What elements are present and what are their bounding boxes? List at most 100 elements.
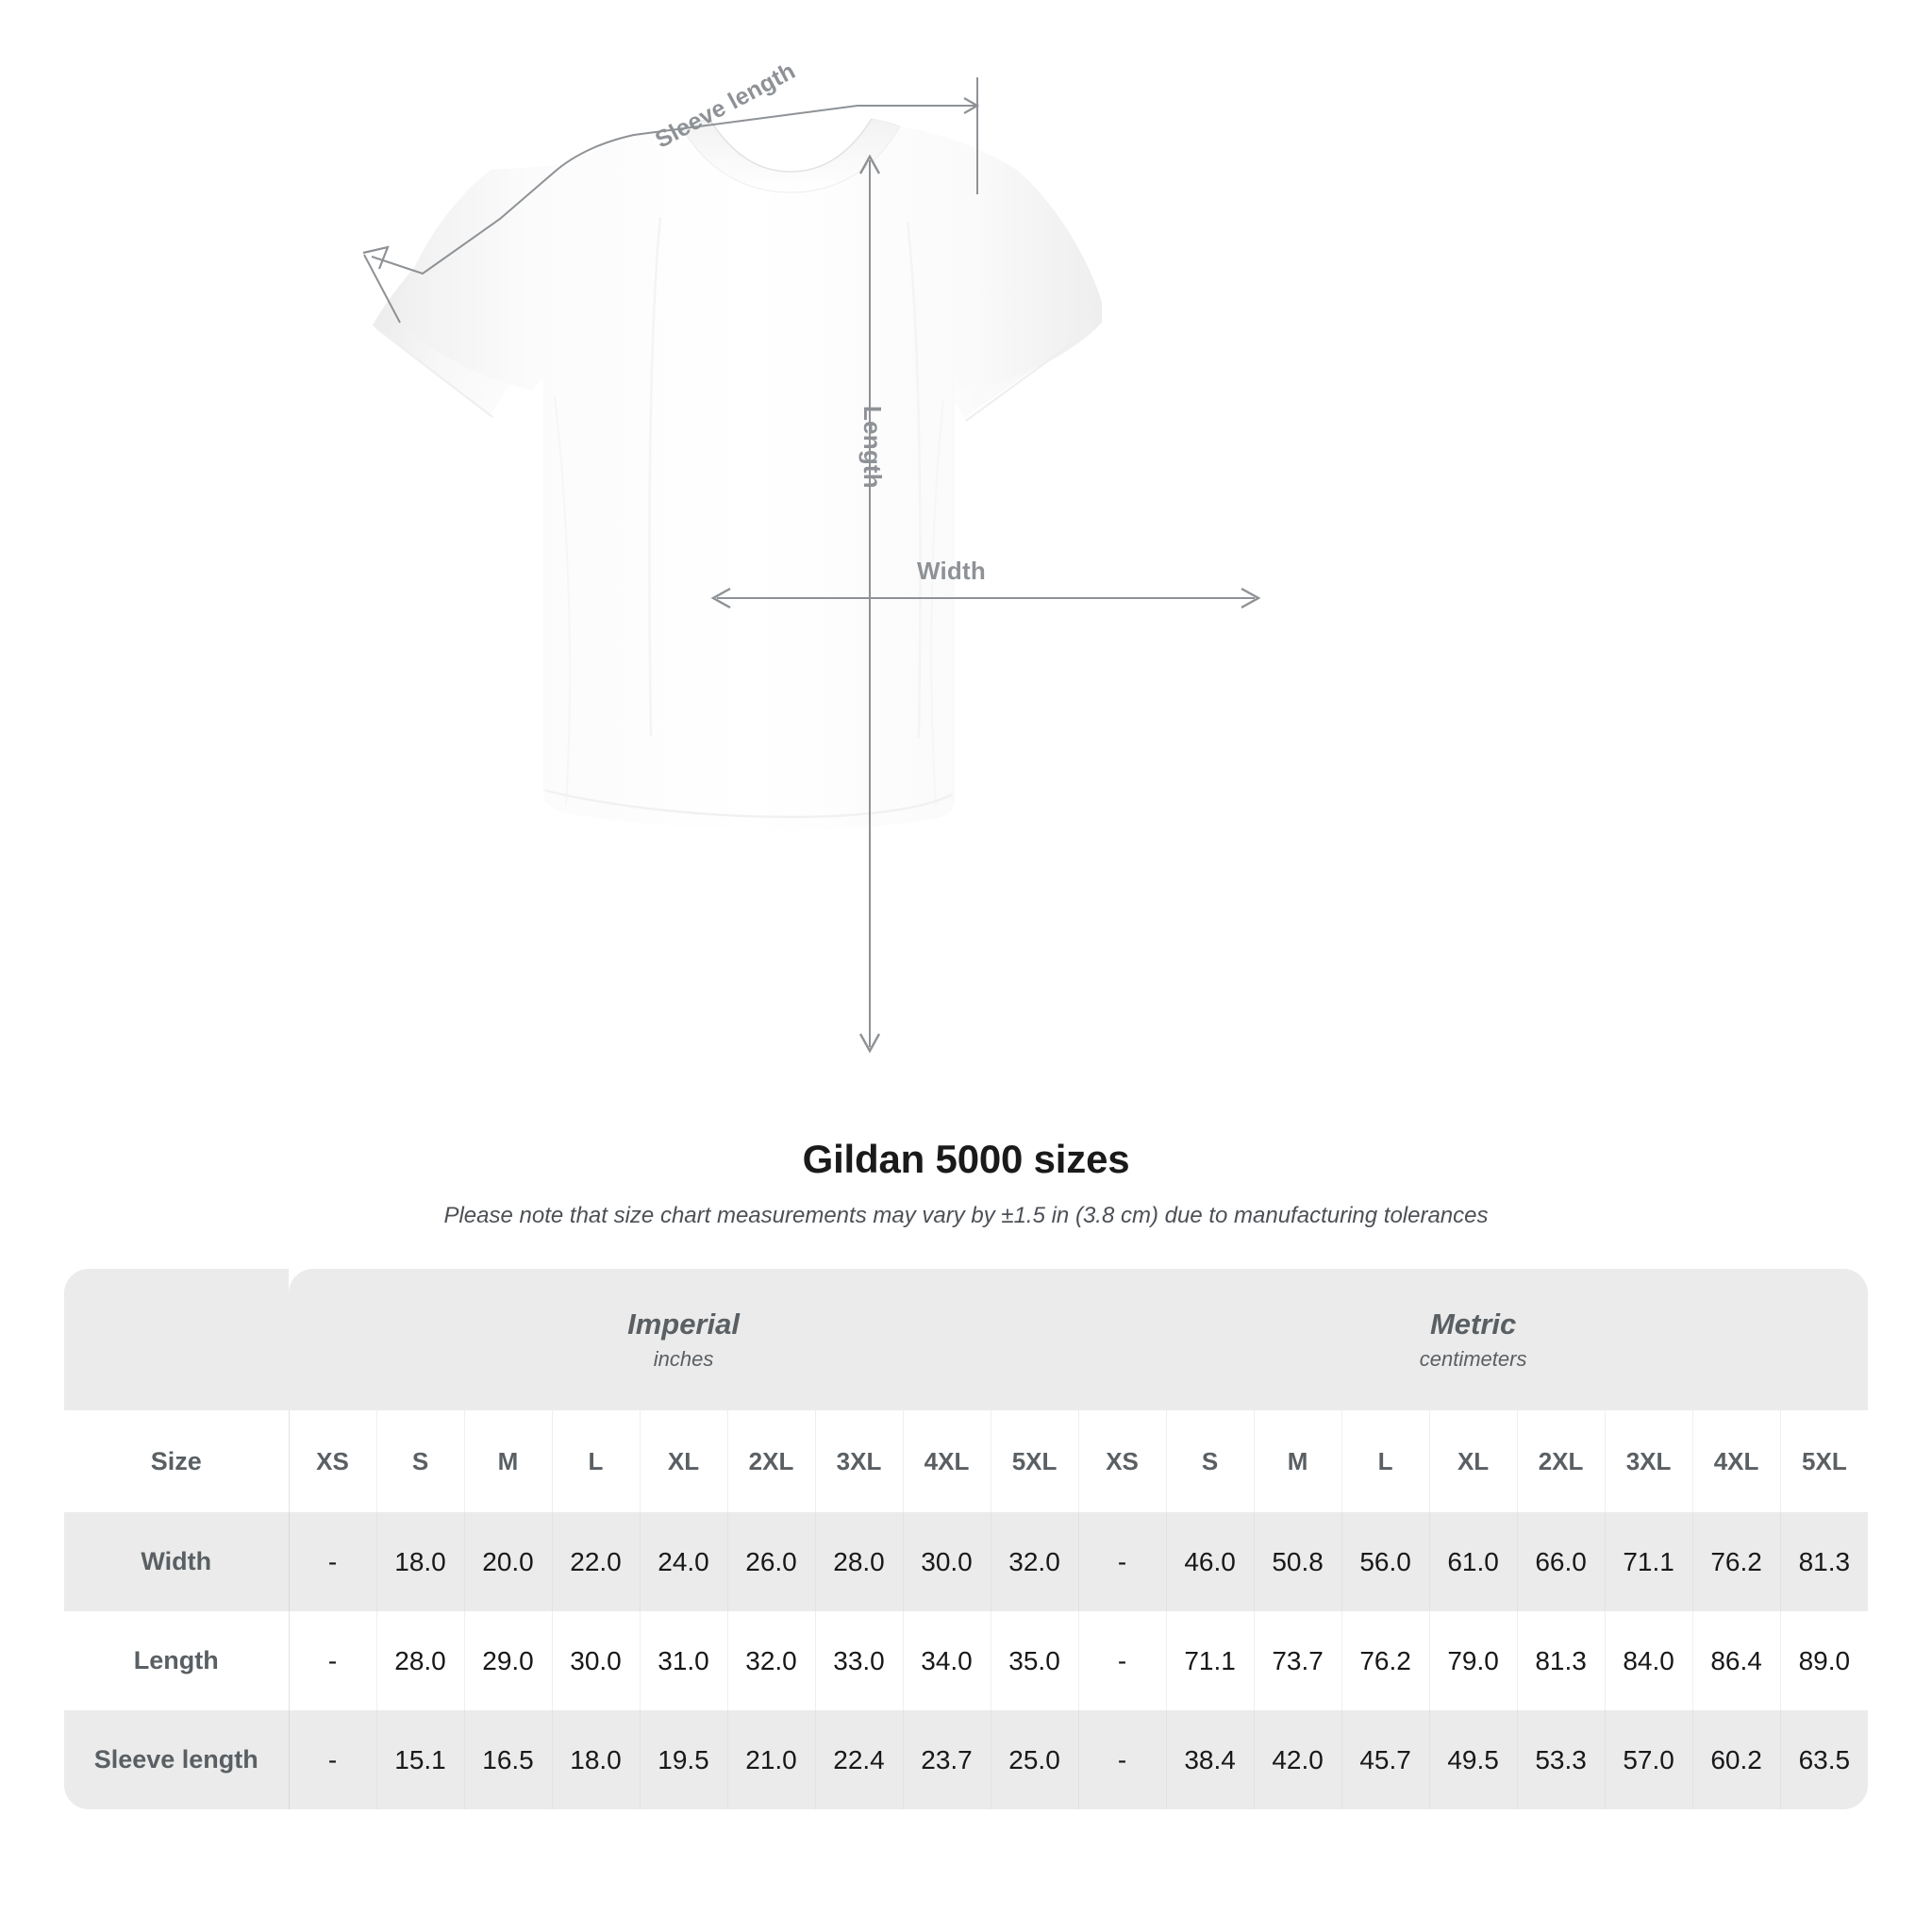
size-header-xs: XS [289, 1410, 377, 1512]
cell-length-metric-4xl: 86.4 [1692, 1611, 1781, 1710]
row-label-width: Width [64, 1512, 290, 1611]
cell-width-metric-xl: 61.0 [1429, 1512, 1518, 1611]
tshirt-illustration [362, 77, 1261, 1054]
table-row: Width -18.0 20.0 22.0 24.0 26.0 28.0 30.0 32.0-4… [64, 1512, 1869, 1611]
size-header-l: L [1341, 1410, 1430, 1512]
cell-length-metric-xs: - [1078, 1611, 1167, 1710]
cell-sleeve-length-imperial-m: 16.5 [464, 1710, 553, 1809]
size-chart-table: Imperial inches Metric centimeters Size XS S M L… [64, 1269, 1869, 1809]
cell-width-imperial-2xl: 26.0 [727, 1512, 816, 1611]
cell-width-imperial-xs: - [289, 1512, 377, 1611]
size-header-2xl: 2XL [1517, 1410, 1606, 1512]
cell-width-metric-s: 46.0 [1166, 1512, 1255, 1611]
unit-name: Metric [1429, 1307, 1517, 1341]
cell-sleeve-length-imperial-5xl: 25.0 [991, 1710, 1079, 1809]
cell-width-imperial-l: 22.0 [552, 1512, 641, 1611]
cell-length-imperial-3xl: 33.0 [815, 1611, 904, 1710]
cell-sleeve-length-imperial-xl: 19.5 [640, 1710, 728, 1809]
cell-length-metric-2xl: 81.3 [1517, 1611, 1606, 1710]
page-subtitle: Please note that size chart measurements… [443, 1203, 1489, 1228]
cell-sleeve-length-imperial-xs: - [289, 1710, 377, 1809]
length-arrow [858, 154, 881, 1054]
unit-header-imperial: Imperial inches [289, 1269, 1079, 1410]
size-header-m: M [1254, 1410, 1342, 1512]
cell-length-metric-s: 71.1 [1166, 1611, 1255, 1710]
cell-width-metric-4xl: 76.2 [1692, 1512, 1781, 1611]
cell-width-metric-3xl: 71.1 [1605, 1512, 1693, 1611]
cell-length-imperial-l: 30.0 [552, 1611, 641, 1710]
cell-length-metric-l: 76.2 [1341, 1611, 1430, 1710]
size-header-label: Size [64, 1410, 290, 1512]
cell-width-metric-2xl: 66.0 [1517, 1512, 1606, 1611]
cell-width-imperial-m: 20.0 [464, 1512, 553, 1611]
cell-sleeve-length-metric-5xl: 63.5 [1780, 1710, 1869, 1809]
cell-length-imperial-2xl: 32.0 [727, 1611, 816, 1710]
size-header-l: L [552, 1410, 641, 1512]
size-header-2xl: 2XL [727, 1410, 816, 1512]
length-diagram-label: Length [858, 406, 887, 489]
cell-sleeve-length-imperial-2xl: 21.0 [727, 1710, 816, 1809]
cell-length-imperial-s: 28.0 [376, 1611, 465, 1710]
cell-sleeve-length-metric-s: 38.4 [1166, 1710, 1255, 1809]
cell-width-metric-5xl: 81.3 [1780, 1512, 1869, 1611]
size-header-m: M [464, 1410, 553, 1512]
table-corner-blank [64, 1269, 289, 1410]
cell-length-imperial-m: 29.0 [464, 1611, 553, 1710]
unit-name: Imperial [627, 1307, 740, 1341]
cell-sleeve-length-metric-3xl: 57.0 [1605, 1710, 1693, 1809]
cell-width-imperial-s: 18.0 [376, 1512, 465, 1611]
cell-sleeve-length-imperial-3xl: 22.4 [815, 1710, 904, 1809]
page-title: Gildan 5000 sizes [802, 1137, 1130, 1181]
cell-width-metric-m: 50.8 [1254, 1512, 1342, 1611]
unit-header-row: Imperial inches Metric centimeters [64, 1269, 1869, 1410]
unit-sub: inches [653, 1346, 714, 1371]
cell-sleeve-length-imperial-s: 15.1 [376, 1710, 465, 1809]
size-header-4xl: 4XL [903, 1410, 991, 1512]
size-header-3xl: 3XL [1605, 1410, 1693, 1512]
width-arrow [710, 587, 1261, 609]
size-header-xs: XS [1078, 1410, 1167, 1512]
cell-length-metric-m: 73.7 [1254, 1611, 1342, 1710]
size-chart-table-wrap: Imperial inches Metric centimeters Size XS S M L… [64, 1269, 1869, 1809]
cell-length-imperial-xs: - [289, 1611, 377, 1710]
cell-length-imperial-xl: 31.0 [640, 1611, 728, 1710]
cell-length-imperial-5xl: 35.0 [991, 1611, 1079, 1710]
tshirt-shape [373, 118, 1102, 831]
table-row: Length -28.0 29.0 30.0 31.0 32.0 33.0 34.0 35.0-… [64, 1611, 1869, 1710]
cell-width-imperial-4xl: 30.0 [903, 1512, 991, 1611]
size-header-xl: XL [1429, 1410, 1518, 1512]
size-header-4xl: 4XL [1692, 1410, 1781, 1512]
table-row: Sleeve length -15.1 16.5 18.0 19.5 21.0 22.4 23… [64, 1710, 1869, 1809]
width-diagram-label: Width [917, 557, 986, 585]
cell-length-metric-3xl: 84.0 [1605, 1611, 1693, 1710]
cell-width-imperial-3xl: 28.0 [815, 1512, 904, 1611]
cell-sleeve-length-metric-xs: - [1078, 1710, 1167, 1809]
cell-width-imperial-5xl: 32.0 [991, 1512, 1079, 1611]
size-header-xl: XL [640, 1410, 728, 1512]
cell-width-imperial-xl: 24.0 [640, 1512, 728, 1611]
size-header-3xl: 3XL [815, 1410, 904, 1512]
size-header-s: S [376, 1410, 465, 1512]
cell-sleeve-length-metric-4xl: 60.2 [1692, 1710, 1781, 1809]
row-label-length: Length [64, 1611, 290, 1710]
cell-length-metric-xl: 79.0 [1429, 1611, 1518, 1710]
cell-width-metric-xs: - [1078, 1512, 1167, 1611]
cell-sleeve-length-metric-2xl: 53.3 [1517, 1710, 1606, 1809]
row-label-sleeve-length: Sleeve length [64, 1710, 290, 1809]
unit-header-metric: Metric centimeters [1078, 1269, 1869, 1410]
sleeve-length-arrow [362, 77, 980, 324]
unit-sub: centimeters [1419, 1346, 1527, 1371]
cell-length-metric-5xl: 89.0 [1780, 1611, 1869, 1710]
title-block: Gildan 5000 sizes Please note that size … [0, 1137, 1932, 1229]
measurement-annotations [362, 77, 1261, 1054]
cell-length-imperial-4xl: 34.0 [903, 1611, 991, 1710]
size-header-s: S [1166, 1410, 1255, 1512]
cell-width-metric-l: 56.0 [1341, 1512, 1430, 1611]
size-header-5xl: 5XL [1780, 1410, 1869, 1512]
cell-sleeve-length-imperial-4xl: 23.7 [903, 1710, 991, 1809]
size-header-5xl: 5XL [991, 1410, 1079, 1512]
cell-sleeve-length-metric-xl: 49.5 [1429, 1710, 1518, 1809]
cell-sleeve-length-metric-m: 42.0 [1254, 1710, 1342, 1809]
tshirt-measurement-diagram: Sleeve length Length Width [362, 58, 1261, 1054]
